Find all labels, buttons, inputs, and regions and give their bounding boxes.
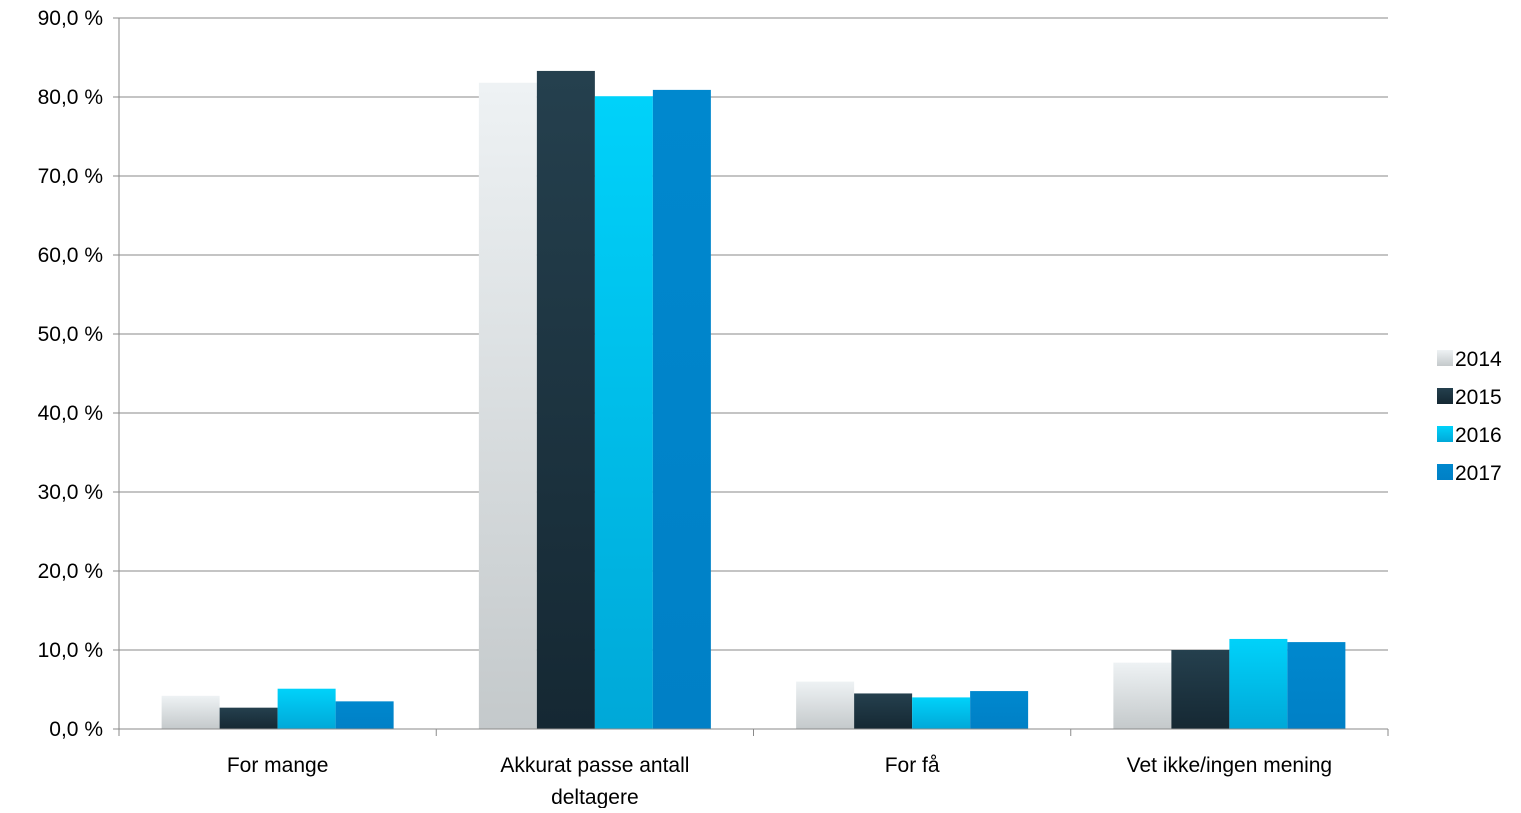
bar-2016-3: [912, 697, 971, 729]
bar-2017-3: [970, 691, 1029, 729]
y-axis-tick-labels: 0,0 % 10,0 % 20,0 % 30,0 % 40,0 % 50,0 % 60,0 …: [38, 7, 103, 741]
bar-2017-1: [335, 701, 394, 729]
x-axis-tick-labels: For mange Akkurat passe antall deltagere Fo…: [227, 754, 1332, 809]
legend-swatch-2014: [1437, 350, 1453, 366]
bar-2015-4: [1171, 650, 1230, 729]
bar-2017-4: [1287, 642, 1346, 729]
bar-2014-3: [796, 681, 855, 729]
axes: [113, 17, 1389, 736]
gridlines: [119, 17, 1388, 651]
bar-2016-1: [277, 688, 336, 729]
y-tick-label: 90,0 %: [38, 7, 103, 30]
y-tick-label: 40,0 %: [38, 402, 103, 425]
legend-label-2015: 2015: [1455, 386, 1502, 409]
legend: 2014 2015 2016 2017: [1437, 348, 1502, 485]
x-tick-label: Vet ikke/ingen mening: [1127, 754, 1332, 777]
x-tick-label: For mange: [227, 754, 329, 777]
y-tick-label: 50,0 %: [38, 323, 103, 346]
y-tick-label: 60,0 %: [38, 244, 103, 267]
bar-2014-4: [1113, 662, 1172, 729]
legend-swatch-2017: [1437, 464, 1453, 480]
legend-swatch-2015: [1437, 388, 1453, 404]
legend-label-2014: 2014: [1455, 348, 1502, 371]
x-tick-label: Akkurat passe antall deltagere: [500, 754, 689, 808]
legend-swatch-2016: [1437, 426, 1453, 442]
bar-2014-1: [161, 695, 220, 729]
bar-2015-1: [219, 707, 278, 729]
bar-2016-2: [594, 96, 653, 729]
bar-2017-2: [652, 89, 711, 729]
bar-2015-2: [536, 70, 595, 730]
y-tick-label: 80,0 %: [38, 86, 103, 109]
bar-2014-2: [478, 82, 537, 729]
y-tick-label: 30,0 %: [38, 481, 103, 504]
y-tick-label: 10,0 %: [38, 639, 103, 662]
bar-2015-3: [854, 693, 913, 729]
y-tick-label: 0,0 %: [49, 718, 103, 741]
y-tick-label: 20,0 %: [38, 560, 103, 583]
legend-label-2016: 2016: [1455, 424, 1502, 447]
bar-2016-4: [1229, 638, 1288, 729]
legend-label-2017: 2017: [1455, 462, 1502, 485]
bars: [161, 70, 1346, 730]
y-tick-label: 70,0 %: [38, 165, 103, 188]
x-tick-label: For få: [885, 754, 940, 777]
